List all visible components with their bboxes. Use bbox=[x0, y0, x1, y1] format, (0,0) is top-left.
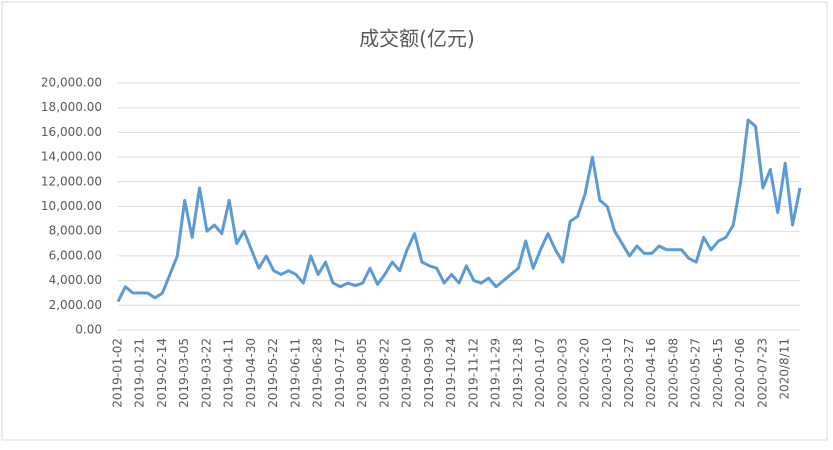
y-tick-label: 8,000.00 bbox=[49, 224, 102, 238]
data-line bbox=[116, 118, 802, 303]
y-tick-label: 0.00 bbox=[75, 323, 102, 337]
x-tick-label: 2019-08-22 bbox=[377, 338, 391, 408]
x-tick-label: 2019-06-11 bbox=[288, 338, 302, 408]
y-tick-label: 20,000.00 bbox=[41, 76, 102, 90]
x-tick-label: 2019-10-24 bbox=[444, 338, 458, 408]
y-tick-label: 16,000.00 bbox=[41, 125, 102, 139]
x-tick-label: 2019-11-29 bbox=[489, 338, 503, 408]
chart-title: 成交额(亿元) bbox=[359, 27, 475, 51]
chart-border bbox=[1, 1, 828, 441]
x-tick-label: 2020-02-20 bbox=[578, 338, 592, 408]
x-tick-label: 2020-03-27 bbox=[622, 338, 636, 408]
x-tick-label: 2020/8/11 bbox=[778, 338, 792, 400]
y-tick-label: 18,000.00 bbox=[41, 100, 102, 114]
y-tick-label: 4,000.00 bbox=[49, 273, 102, 287]
x-tick-label: 2020-05-08 bbox=[666, 338, 680, 408]
x-tick-label: 2019-01-21 bbox=[133, 338, 147, 408]
x-tick-label: 2019-03-22 bbox=[199, 338, 213, 408]
x-tick-label: 2020-01-07 bbox=[533, 338, 547, 408]
x-tick-label: 2019-04-11 bbox=[222, 338, 236, 408]
y-tick-label: 12,000.00 bbox=[41, 174, 102, 188]
y-tick-label: 14,000.00 bbox=[41, 150, 102, 164]
x-tick-label: 2019-04-30 bbox=[244, 338, 258, 408]
x-tick-label: 2020-04-16 bbox=[644, 338, 658, 408]
x-tick-label: 2020-02-03 bbox=[555, 338, 569, 408]
y-tick-label: 6,000.00 bbox=[49, 248, 102, 262]
x-tick-label: 2019-05-22 bbox=[266, 338, 280, 408]
x-tick-label: 2019-01-02 bbox=[111, 338, 125, 408]
x-tick-label: 2020-03-10 bbox=[600, 338, 614, 408]
x-tick-label: 2019-08-05 bbox=[355, 338, 369, 408]
y-tick-label: 10,000.00 bbox=[41, 199, 102, 213]
x-tick-label: 2020-06-15 bbox=[711, 338, 725, 408]
x-tick-label: 2019-11-12 bbox=[466, 338, 480, 408]
x-tick-label: 2019-09-30 bbox=[422, 338, 436, 408]
x-tick-label: 2019-09-10 bbox=[400, 338, 414, 408]
x-tick-label: 2019-07-17 bbox=[333, 338, 347, 408]
x-tick-label: 2019-03-05 bbox=[177, 338, 191, 408]
x-tick-label: 2020-07-06 bbox=[733, 338, 747, 408]
x-tick-label: 2019-12-18 bbox=[511, 338, 525, 408]
x-tick-label: 2020-07-23 bbox=[755, 338, 769, 408]
y-tick-label: 2,000.00 bbox=[49, 298, 102, 312]
x-tick-label: 2019-02-14 bbox=[155, 338, 169, 408]
x-tick-label: 2019-06-28 bbox=[311, 338, 325, 408]
x-tick-label: 2020-05-27 bbox=[689, 338, 703, 408]
